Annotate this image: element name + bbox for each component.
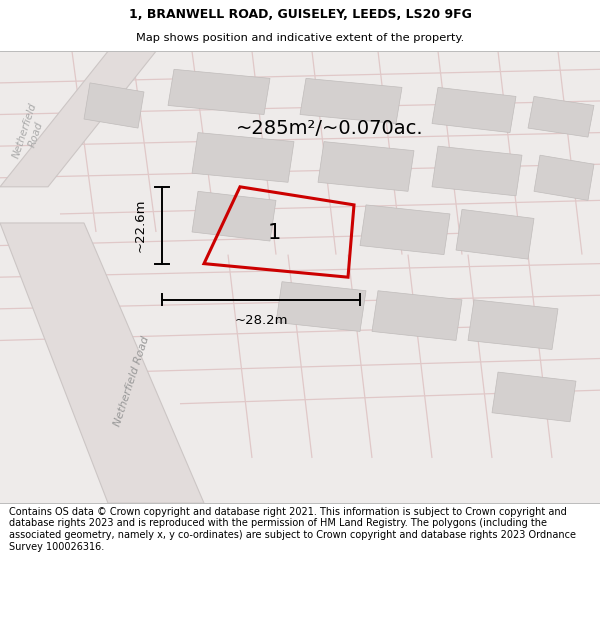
Polygon shape: [192, 191, 276, 241]
Text: ~285m²/~0.070ac.: ~285m²/~0.070ac.: [236, 119, 424, 138]
Polygon shape: [456, 209, 534, 259]
Polygon shape: [360, 205, 450, 254]
Text: Netherfield Road: Netherfield Road: [113, 335, 151, 428]
Polygon shape: [0, 51, 156, 187]
Text: Netherfield
Road: Netherfield Road: [11, 102, 49, 164]
Polygon shape: [276, 282, 366, 331]
Text: 1: 1: [268, 223, 281, 243]
Polygon shape: [168, 69, 270, 114]
Polygon shape: [534, 155, 594, 201]
Polygon shape: [492, 372, 576, 422]
Polygon shape: [192, 132, 294, 182]
Polygon shape: [300, 78, 402, 124]
Polygon shape: [318, 142, 414, 191]
Text: 1, BRANWELL ROAD, GUISELEY, LEEDS, LS20 9FG: 1, BRANWELL ROAD, GUISELEY, LEEDS, LS20 …: [128, 8, 472, 21]
Text: ~22.6m: ~22.6m: [134, 199, 147, 252]
Polygon shape: [432, 88, 516, 132]
Polygon shape: [84, 83, 144, 128]
Polygon shape: [468, 300, 558, 349]
Polygon shape: [528, 96, 594, 137]
Polygon shape: [432, 146, 522, 196]
Text: ~28.2m: ~28.2m: [234, 314, 288, 327]
Polygon shape: [372, 291, 462, 341]
Text: Map shows position and indicative extent of the property.: Map shows position and indicative extent…: [136, 33, 464, 44]
Polygon shape: [0, 223, 204, 503]
Text: Contains OS data © Crown copyright and database right 2021. This information is : Contains OS data © Crown copyright and d…: [9, 507, 576, 552]
